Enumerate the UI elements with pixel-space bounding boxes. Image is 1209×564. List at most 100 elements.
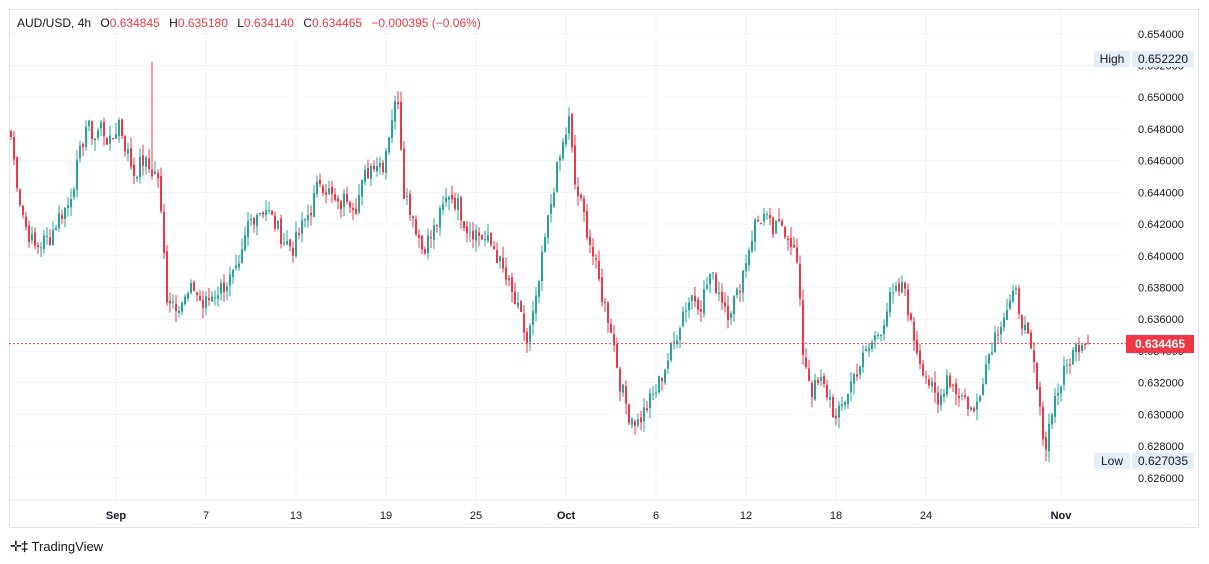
candle-body xyxy=(157,172,159,179)
candle-body xyxy=(1024,324,1026,330)
candle-body xyxy=(967,396,969,410)
candle-body xyxy=(682,311,684,327)
candle-body xyxy=(235,265,237,268)
candle-body xyxy=(574,145,576,185)
candle-body xyxy=(178,310,180,313)
candle-body xyxy=(922,364,924,376)
candle-body xyxy=(790,237,792,247)
candle-body xyxy=(358,194,360,213)
candle-body xyxy=(385,150,387,173)
candle-body xyxy=(25,216,27,228)
candle-body xyxy=(820,377,822,381)
grid xyxy=(10,10,1122,500)
candle-body xyxy=(400,101,402,150)
candle-body xyxy=(817,379,819,384)
candle-body xyxy=(343,193,345,208)
x-tick-label: 7 xyxy=(203,510,209,522)
candle-body xyxy=(151,169,153,177)
candle-body xyxy=(601,277,603,303)
candle-body xyxy=(568,116,570,134)
candle-body xyxy=(829,396,831,400)
candle-body xyxy=(229,274,231,286)
candle-body xyxy=(670,343,672,361)
candle-body xyxy=(766,214,768,216)
candle-body xyxy=(223,282,225,292)
candle-body xyxy=(946,375,948,395)
candle-body xyxy=(220,282,222,294)
candle-body xyxy=(394,101,396,122)
candle-body xyxy=(1048,424,1050,452)
candle-body xyxy=(931,381,933,387)
candle-body xyxy=(448,196,450,200)
brand[interactable]: ✛‡ TradingView xyxy=(10,538,103,555)
candle-body xyxy=(457,197,459,211)
candle-body xyxy=(628,404,630,424)
candle-body xyxy=(424,249,426,254)
candle-body xyxy=(898,283,900,292)
candle-body xyxy=(1003,317,1005,328)
candle-body xyxy=(28,225,30,243)
candle-body xyxy=(79,145,81,159)
candle-body xyxy=(850,381,852,393)
candle-body xyxy=(319,179,321,185)
candle-body xyxy=(688,302,690,311)
candle-body xyxy=(745,263,747,272)
candle-body xyxy=(511,277,513,293)
candle-body xyxy=(1042,407,1044,440)
candle-body xyxy=(115,134,117,139)
candle-body xyxy=(799,264,801,299)
candle-body xyxy=(136,177,138,179)
candle-body xyxy=(103,121,105,137)
candle-body xyxy=(958,395,960,399)
candle-body xyxy=(781,220,783,226)
candle-body xyxy=(718,292,720,295)
candle-body xyxy=(331,186,333,194)
candle-body xyxy=(661,377,663,381)
candle-body xyxy=(538,281,540,297)
candle-body xyxy=(106,138,108,145)
candle-body xyxy=(970,407,972,410)
candle-body xyxy=(724,302,726,307)
interval-label[interactable]: 4h xyxy=(77,16,92,30)
candle-body xyxy=(529,325,531,342)
candle-body xyxy=(430,237,432,239)
candle-body xyxy=(862,352,864,368)
y-tick-label: 0.628000 xyxy=(1138,441,1184,453)
candle-body xyxy=(337,198,339,202)
candle-body xyxy=(10,130,12,138)
low-marker-label: Low xyxy=(1094,453,1130,469)
candle-body xyxy=(856,374,858,377)
candle-body xyxy=(877,334,879,337)
candle-body xyxy=(535,295,537,314)
candle-body xyxy=(214,297,216,299)
low-marker-value: 0.627035 xyxy=(1132,453,1194,469)
candle-body xyxy=(379,162,381,168)
candle-body xyxy=(91,121,93,140)
high-key: H xyxy=(169,16,178,30)
candle-body xyxy=(802,300,804,356)
candle-body xyxy=(163,211,165,253)
candle-body xyxy=(340,201,342,210)
candle-body xyxy=(622,384,624,393)
candle-body xyxy=(604,301,606,303)
candle-body xyxy=(778,219,780,221)
candle-body xyxy=(853,373,855,384)
candle-body xyxy=(250,218,252,220)
candle-body xyxy=(1066,364,1068,367)
candle-body xyxy=(748,250,750,265)
candle-body xyxy=(355,208,357,215)
candle-body xyxy=(532,311,534,325)
candle-body xyxy=(703,289,705,314)
candle-body xyxy=(730,313,732,318)
candle-body xyxy=(418,234,420,238)
candle-body xyxy=(655,392,657,394)
candle-body xyxy=(613,334,615,346)
chart-frame[interactable] xyxy=(9,9,1199,528)
candle-body xyxy=(190,283,192,294)
candle-body xyxy=(916,339,918,354)
symbol-label[interactable]: AUD/USD xyxy=(17,16,72,30)
candle-body xyxy=(754,219,756,242)
candle-body xyxy=(442,204,444,210)
candle-body xyxy=(196,292,198,296)
